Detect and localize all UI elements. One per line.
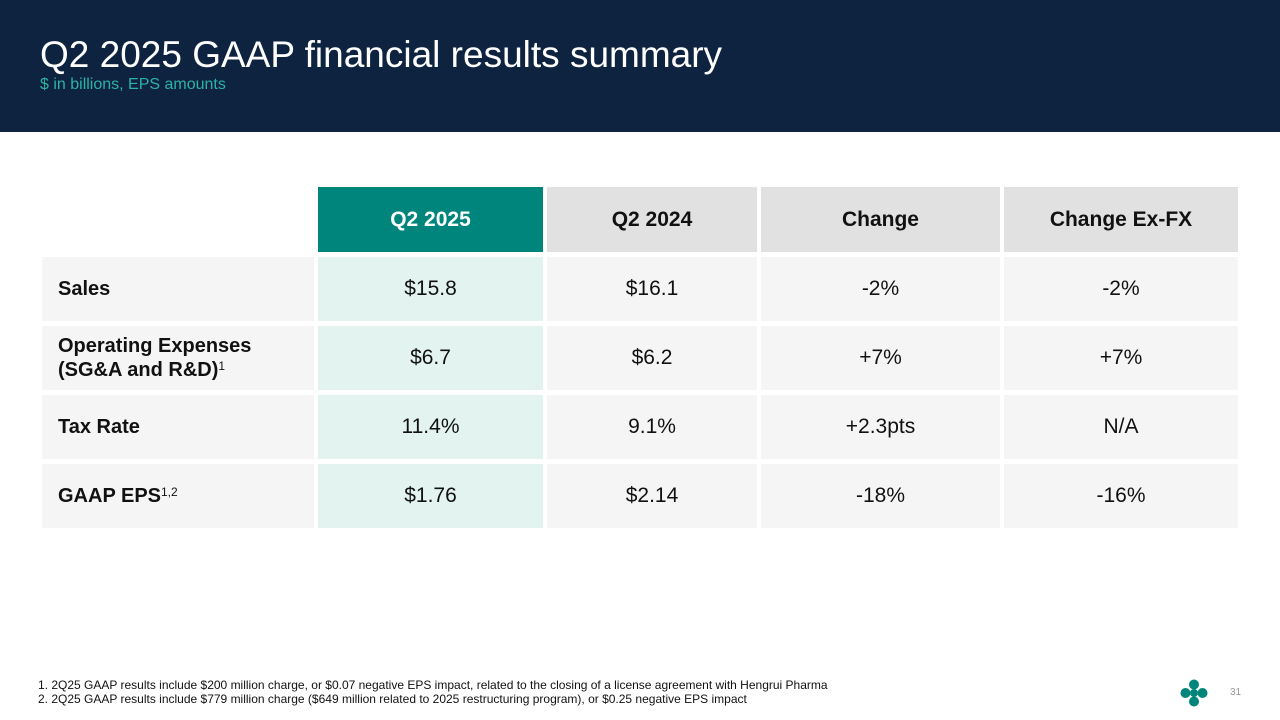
value-cell: $15.8 (318, 257, 543, 321)
value-cell: +2.3pts (761, 395, 1000, 459)
value-cell: -16% (1004, 464, 1238, 528)
row-label-cell: Sales (42, 257, 314, 321)
value-cell: N/A (1004, 395, 1238, 459)
value-cell: 11.4% (318, 395, 543, 459)
value-cell: -18% (761, 464, 1000, 528)
column-header: Q2 2025 (318, 187, 543, 252)
page-number: 31 (1230, 687, 1242, 698)
value-cell: $6.2 (547, 326, 757, 390)
title: Q2 2025 GAAP financial results summary (40, 34, 723, 75)
row-label-cell: Operating Expenses (SG&A and R&D)1 (42, 326, 314, 390)
row-label: GAAP EPS1,2 (58, 484, 178, 508)
row-label-text: Operating Expenses (SG&A and R&D) (58, 335, 252, 381)
footnote: 2. 2Q25 GAAP results include $779 millio… (38, 692, 747, 706)
value-cell: -2% (1004, 257, 1238, 321)
value-cell: +7% (1004, 326, 1238, 390)
column-header: Change Ex-FX (1004, 187, 1238, 252)
value-cell: +7% (761, 326, 1000, 390)
logo (1180, 679, 1208, 707)
row-label-cell: GAAP EPS1,2 (42, 464, 314, 528)
row-label: Tax Rate (58, 415, 140, 439)
value-cell: 9.1% (547, 395, 757, 459)
row-label-text: Sales (58, 278, 111, 300)
header-bar: Q2 2025 GAAP financial results summary $… (0, 0, 1280, 132)
value-cell: $1.76 (318, 464, 543, 528)
value-cell: $2.14 (547, 464, 757, 528)
row-label: Operating Expenses (SG&A and R&D)1 (58, 334, 268, 382)
value-cell: $6.7 (318, 326, 543, 390)
footnote-ref: 1,2 (161, 485, 178, 499)
value-cell: $16.1 (547, 257, 757, 321)
row-label: Sales (58, 277, 110, 301)
footnote-ref: 1 (218, 359, 226, 373)
column-header: Change (761, 187, 1000, 252)
row-label-text: GAAP EPS (58, 485, 161, 507)
footnote: 1. 2Q25 GAAP results include $200 millio… (38, 678, 828, 692)
row-label-cell: Tax Rate (42, 395, 314, 459)
column-header: Q2 2024 (547, 187, 757, 252)
subtitle: $ in billions, EPS amounts (40, 76, 226, 93)
row-label-text: Tax Rate (58, 416, 140, 438)
corner-cell (42, 187, 314, 252)
value-cell: -2% (761, 257, 1000, 321)
results-table: Q2 2025 Q2 2024 Change Change Ex-FX Sales $15… (42, 187, 1238, 528)
